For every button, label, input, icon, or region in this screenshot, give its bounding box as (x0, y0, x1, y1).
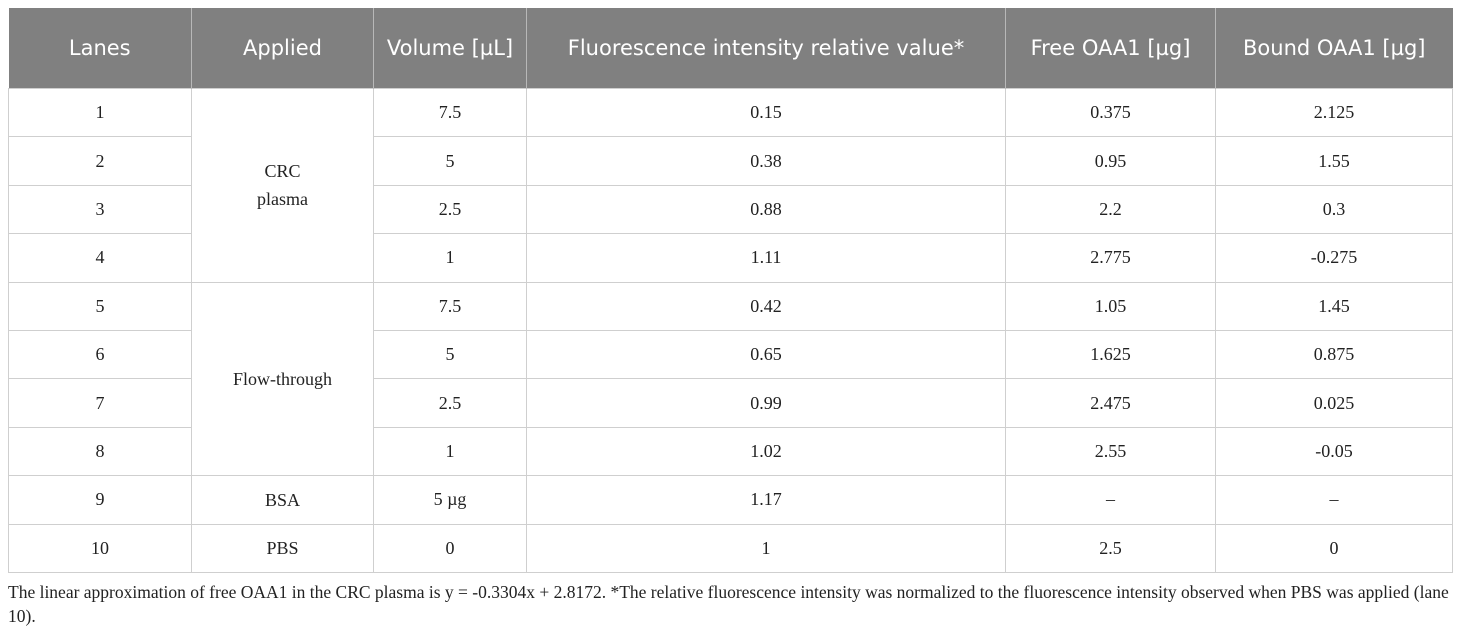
table-row: 1 CRC plasma 7.5 0.15 0.375 2.125 (8, 87, 1453, 283)
footnote: The linear approximation of free OAA1 in… (8, 582, 1449, 626)
header-cell: Volume [µL] (373, 8, 527, 89)
table-row: 10 PBS 0 1 2.5 0 (8, 523, 1453, 573)
cell: 1.17 (526, 475, 1006, 525)
cell: 0 (1215, 523, 1453, 573)
cell: 0.15 (526, 87, 1006, 138)
cell: 1.02 (526, 426, 1006, 477)
table-row: 2 5 0.38 0.95 1.55 (8, 136, 1453, 186)
cell: 0.95 (1005, 136, 1216, 186)
cell: 0.42 (526, 281, 1006, 331)
cell: 1.45 (1215, 281, 1453, 331)
cell: 7.5 (373, 281, 527, 331)
data-table: Lanes Applied Volume [µL] Fluorescence inte… (8, 8, 1453, 573)
applied-cell: BSA (191, 475, 374, 525)
table-row: 3 2.5 0.88 2.2 0.3 (8, 184, 1453, 235)
header-row: Lanes Applied Volume [µL] Fluorescence inte… (8, 8, 1453, 89)
table-row: 6 5 0.65 1.625 0.875 (8, 329, 1453, 380)
cell: 7.5 (373, 87, 527, 138)
table-row: 7 2.5 0.99 2.475 0.025 (8, 378, 1453, 428)
cell: 2.5 (1005, 523, 1216, 573)
cell: 1 (526, 523, 1006, 573)
applied-cell: Flow-through (191, 281, 374, 477)
cell: 10 (8, 523, 192, 573)
applied-cell: CRC plasma (191, 88, 374, 283)
cell: 0.99 (526, 378, 1006, 428)
cell: 2.475 (1005, 378, 1216, 428)
cell: 0.025 (1215, 378, 1453, 428)
cell: 5 µg (373, 475, 527, 525)
cell: 4 (8, 233, 192, 283)
header-cell: Free OAA1 [µg] (1005, 8, 1216, 89)
cell: 5 (8, 281, 192, 331)
cell: -0.275 (1215, 233, 1453, 283)
cell: 5 (373, 136, 527, 186)
cell: 7 (8, 378, 192, 428)
cell: 2.5 (373, 184, 527, 235)
header-cell: Fluorescence intensity relative value* (526, 8, 1006, 89)
header-cell: Applied (191, 8, 374, 89)
applied-label: CRC plasma (257, 161, 308, 210)
cell: 1 (373, 233, 527, 283)
cell: 1.55 (1215, 136, 1453, 186)
cell: 2.775 (1005, 233, 1216, 283)
applied-label: Flow-through (233, 368, 332, 389)
cell: 1 (373, 426, 527, 477)
cell: 1.11 (526, 233, 1006, 283)
cell: 2.5 (373, 378, 527, 428)
header-cell: Bound OAA1 [µg] (1215, 8, 1453, 89)
table-body: 1 CRC plasma 7.5 0.15 0.375 2.125 2 5 0.38 0.95 1.… (8, 87, 1453, 573)
cell: 5 (373, 329, 527, 380)
cell: 8 (8, 426, 192, 477)
cell: 2.55 (1005, 426, 1216, 477)
applied-label: PBS (266, 538, 299, 559)
cell: – (1215, 475, 1453, 525)
cell: 1.05 (1005, 281, 1216, 331)
applied-cell: PBS (191, 523, 374, 573)
cell: 0.375 (1005, 87, 1216, 138)
cell: 3 (8, 184, 192, 235)
table-row: 4 1 1.11 2.775 -0.275 (8, 233, 1453, 283)
header-cell: Lanes (8, 8, 192, 89)
cell: – (1005, 475, 1216, 525)
table-row: 9 BSA 5 µg 1.17– – (8, 475, 1453, 525)
cell: 6 (8, 329, 192, 380)
cell: 1.625 (1005, 329, 1216, 380)
cell: 2.125 (1215, 87, 1453, 138)
table-row: 5 Flow-through 7.5 0.42 1.05 1.45 (8, 281, 1453, 477)
cell: 1 (8, 87, 192, 138)
cell: 0.875 (1215, 329, 1453, 380)
cell: 2 (8, 136, 192, 186)
cell: 0.3 (1215, 184, 1453, 235)
cell: 2.2 (1005, 184, 1216, 235)
cell: 0.65 (526, 329, 1006, 380)
cell: 0.38 (526, 136, 1006, 186)
applied-label: BSA (264, 489, 300, 510)
cell: 0 (373, 523, 527, 573)
cell: 9 (8, 475, 192, 525)
cell: -0.05 (1215, 426, 1453, 477)
table-row: 8 1 1.02 2.55 -0.05 (8, 426, 1453, 477)
cell: 0.88 (526, 184, 1006, 235)
